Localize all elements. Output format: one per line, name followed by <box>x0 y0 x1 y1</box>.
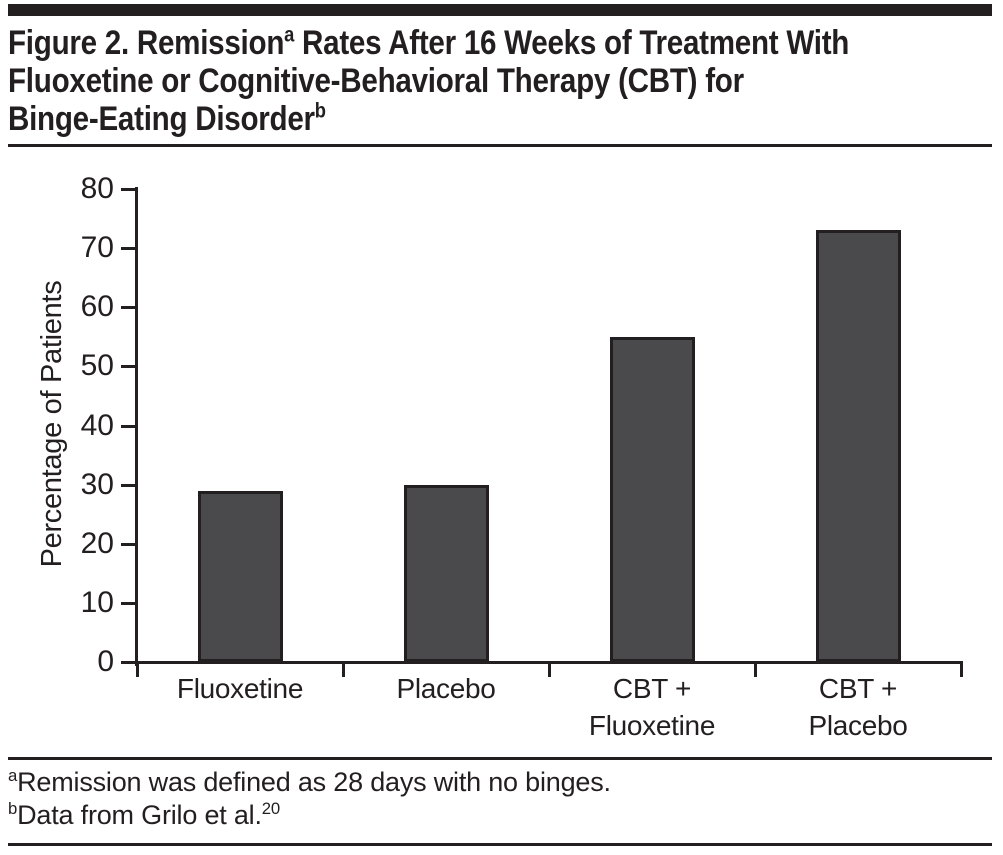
x-tick <box>547 664 551 677</box>
bar-cbt-fluoxetine <box>609 336 695 662</box>
y-tick <box>121 601 137 605</box>
y-tick-label: 60 <box>80 290 114 324</box>
x-category-label-placebo: Placebo <box>396 673 496 704</box>
y-tick <box>121 424 137 428</box>
y-tick <box>121 661 137 664</box>
y-tick-label: 50 <box>80 349 114 383</box>
figure-title: Figure 2. Remissiona Rates After 16 Week… <box>8 23 850 138</box>
y-tick-label: 30 <box>80 467 114 501</box>
y-tick <box>121 483 137 487</box>
x-category-label-fluoxetine: Fluoxetine <box>176 673 304 704</box>
bottom-rule <box>8 843 992 846</box>
bar-cbt-placebo <box>815 230 901 662</box>
y-tick <box>121 247 137 251</box>
y-tick-label: 0 <box>97 645 114 678</box>
footnotes: aRemission was defined as 28 days with n… <box>8 766 611 830</box>
x-category-label-cbt-placebo: CBT + Placebo <box>808 673 908 741</box>
x-category-label-cbt-fluoxetine: CBT + Fluoxetine <box>588 673 716 741</box>
x-tick <box>341 664 345 677</box>
y-tick <box>121 365 137 369</box>
x-tick <box>753 664 757 677</box>
y-tick <box>121 306 137 310</box>
y-tick <box>121 188 137 191</box>
x-axis <box>135 661 963 664</box>
title-divider <box>8 144 992 147</box>
y-tick-label: 40 <box>80 408 114 442</box>
footnote-divider <box>8 757 992 760</box>
y-tick <box>121 542 137 546</box>
y-tick-label: 20 <box>80 526 114 560</box>
y-tick-label: 70 <box>80 231 114 265</box>
x-tick <box>959 664 963 677</box>
x-tick <box>135 664 139 677</box>
y-tick-label: 10 <box>80 585 114 619</box>
y-tick-label: 80 <box>80 172 114 205</box>
bar-fluoxetine <box>197 490 283 662</box>
bar-placebo <box>403 484 489 662</box>
top-rule-thick <box>8 4 992 16</box>
